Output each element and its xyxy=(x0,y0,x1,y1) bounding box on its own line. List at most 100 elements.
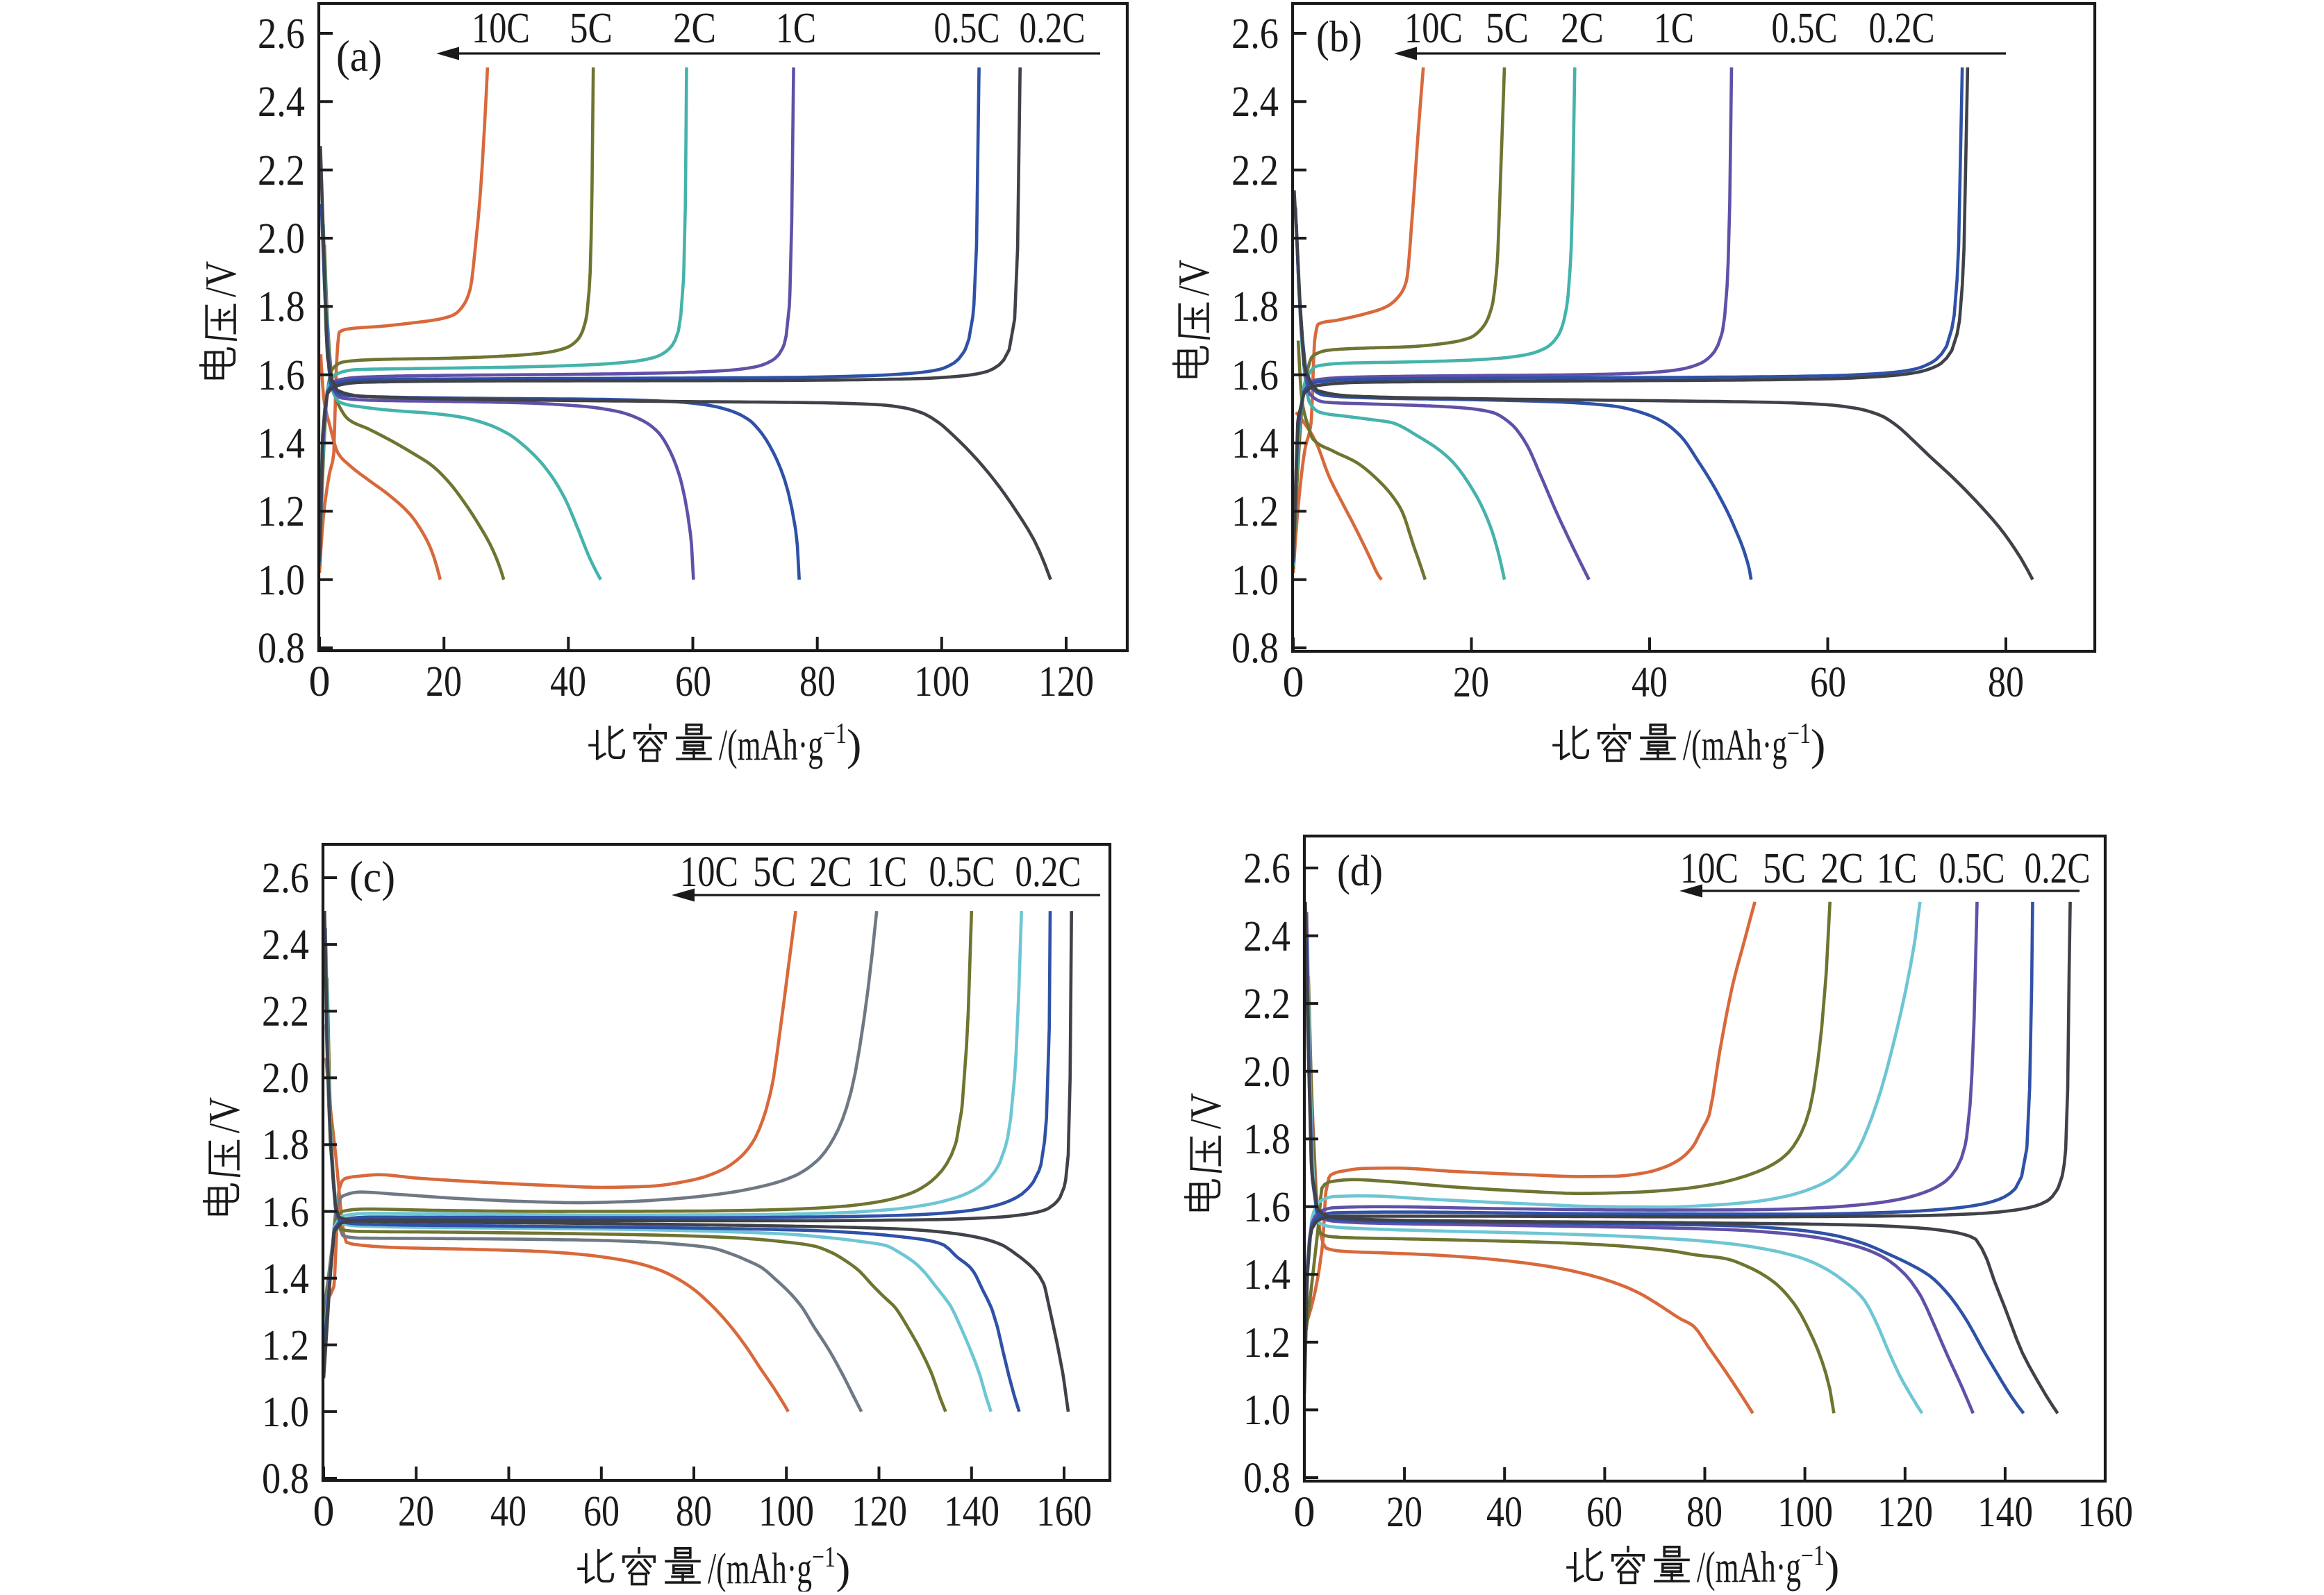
svg-text:140: 140 xyxy=(1977,1489,2033,1536)
svg-text:(c): (c) xyxy=(349,852,395,901)
svg-text:/V: /V xyxy=(1181,1093,1230,1129)
svg-text:/V: /V xyxy=(196,261,245,297)
svg-text:160: 160 xyxy=(2077,1489,2133,1536)
svg-text:2.4: 2.4 xyxy=(1243,913,1290,960)
svg-text:1.0: 1.0 xyxy=(1231,557,1279,604)
svg-text:5C: 5C xyxy=(753,849,796,896)
svg-text:1.2: 1.2 xyxy=(1243,1319,1290,1367)
svg-text:120: 120 xyxy=(1877,1489,1933,1536)
svg-text:10C: 10C xyxy=(472,5,530,52)
svg-text:40: 40 xyxy=(550,658,586,705)
svg-text:60: 60 xyxy=(1586,1489,1622,1536)
svg-text:0: 0 xyxy=(313,1488,335,1535)
svg-text:5C: 5C xyxy=(1486,5,1529,52)
svg-text:1.4: 1.4 xyxy=(1243,1251,1290,1298)
svg-text:1.0: 1.0 xyxy=(1243,1387,1290,1434)
svg-text:1.8: 1.8 xyxy=(262,1121,309,1169)
svg-text:10C: 10C xyxy=(1404,5,1463,52)
svg-text:1.6: 1.6 xyxy=(262,1189,309,1236)
svg-text:2.2: 2.2 xyxy=(262,988,309,1035)
svg-text:160: 160 xyxy=(1036,1488,1092,1535)
svg-text:2.4: 2.4 xyxy=(262,921,309,969)
svg-text:5C: 5C xyxy=(570,5,613,52)
svg-text:1C: 1C xyxy=(867,849,907,896)
svg-text:10C: 10C xyxy=(1680,845,1738,892)
svg-text:0.5C: 0.5C xyxy=(1772,5,1838,52)
svg-text:2.2: 2.2 xyxy=(1243,980,1290,1028)
svg-text:2.6: 2.6 xyxy=(262,855,309,902)
svg-text:80: 80 xyxy=(799,658,836,705)
svg-text:1.6: 1.6 xyxy=(1243,1184,1290,1231)
svg-text:20: 20 xyxy=(1386,1489,1422,1536)
svg-text:1.4: 1.4 xyxy=(262,1255,309,1303)
svg-text:100: 100 xyxy=(1777,1489,1833,1536)
svg-text:(d): (d) xyxy=(1337,846,1383,895)
svg-text:80: 80 xyxy=(676,1488,712,1535)
svg-text:20: 20 xyxy=(1453,659,1489,706)
svg-text:1.4: 1.4 xyxy=(258,420,305,467)
svg-text:0.2C: 0.2C xyxy=(1015,849,1081,896)
svg-text:1C: 1C xyxy=(776,5,816,52)
svg-text:80: 80 xyxy=(1686,1489,1723,1536)
svg-text:1.0: 1.0 xyxy=(258,557,305,604)
svg-text:/V: /V xyxy=(1169,260,1218,296)
svg-text:1.2: 1.2 xyxy=(1231,488,1279,535)
svg-text:1.6: 1.6 xyxy=(258,352,305,399)
svg-text:2.0: 2.0 xyxy=(258,215,305,262)
svg-text:2.0: 2.0 xyxy=(1243,1049,1290,1096)
svg-text:0.2C: 0.2C xyxy=(1869,5,1935,52)
svg-text:40: 40 xyxy=(490,1488,526,1535)
svg-text:0.8: 0.8 xyxy=(1231,625,1279,672)
svg-text:2C: 2C xyxy=(673,5,716,52)
svg-text:10C: 10C xyxy=(680,849,738,896)
svg-text:1.2: 1.2 xyxy=(258,488,305,535)
svg-text:2.2: 2.2 xyxy=(1231,147,1279,194)
svg-text:/(mAh·g−1): /(mAh·g−1) xyxy=(708,1542,850,1592)
svg-text:120: 120 xyxy=(1038,658,1094,705)
svg-text:1.6: 1.6 xyxy=(1231,352,1279,399)
svg-text:(a): (a) xyxy=(336,31,382,81)
svg-text:1.8: 1.8 xyxy=(1231,283,1279,331)
svg-text:0: 0 xyxy=(1294,1489,1315,1536)
svg-text:2.2: 2.2 xyxy=(258,147,305,194)
svg-text:0: 0 xyxy=(1283,659,1304,706)
svg-text:60: 60 xyxy=(583,1488,620,1535)
svg-text:1C: 1C xyxy=(1877,845,1917,892)
svg-text:2.4: 2.4 xyxy=(258,78,305,126)
svg-text:2.6: 2.6 xyxy=(258,10,305,58)
svg-text:2.6: 2.6 xyxy=(1243,845,1290,892)
svg-text:5C: 5C xyxy=(1763,845,1806,892)
svg-text:1.8: 1.8 xyxy=(1243,1116,1290,1163)
svg-text:20: 20 xyxy=(398,1488,434,1535)
svg-text:/(mAh·g−1): /(mAh·g−1) xyxy=(1697,1540,1839,1592)
svg-text:2.4: 2.4 xyxy=(1231,78,1279,126)
svg-text:0.8: 0.8 xyxy=(1243,1455,1290,1502)
svg-text:0.5C: 0.5C xyxy=(934,5,1000,52)
svg-text:40: 40 xyxy=(1486,1489,1522,1536)
svg-text:60: 60 xyxy=(1810,659,1846,706)
svg-text:100: 100 xyxy=(758,1488,814,1535)
svg-text:2.0: 2.0 xyxy=(262,1055,309,1102)
svg-text:2.0: 2.0 xyxy=(1231,215,1279,262)
svg-text:0.2C: 0.2C xyxy=(1020,5,1086,52)
svg-text:120: 120 xyxy=(852,1488,907,1535)
svg-text:0.5C: 0.5C xyxy=(1939,845,2005,892)
svg-text:140: 140 xyxy=(944,1488,999,1535)
svg-text:100: 100 xyxy=(914,658,970,705)
svg-text:(b): (b) xyxy=(1316,12,1362,61)
svg-text:0.2C: 0.2C xyxy=(2025,845,2091,892)
svg-text:60: 60 xyxy=(675,658,711,705)
svg-text:0.8: 0.8 xyxy=(258,625,305,672)
svg-text:/(mAh·g−1): /(mAh·g−1) xyxy=(719,718,861,769)
svg-text:2C: 2C xyxy=(1561,5,1604,52)
svg-text:40: 40 xyxy=(1632,659,1668,706)
svg-text:2C: 2C xyxy=(809,849,852,896)
svg-text:20: 20 xyxy=(426,658,462,705)
svg-text:1.4: 1.4 xyxy=(1231,420,1279,467)
svg-text:/V: /V xyxy=(199,1097,249,1133)
svg-text:2C: 2C xyxy=(1820,845,1864,892)
svg-text:80: 80 xyxy=(1988,659,2024,706)
svg-text:1C: 1C xyxy=(1654,5,1694,52)
svg-text:0: 0 xyxy=(309,658,331,705)
svg-text:2.6: 2.6 xyxy=(1231,10,1279,58)
